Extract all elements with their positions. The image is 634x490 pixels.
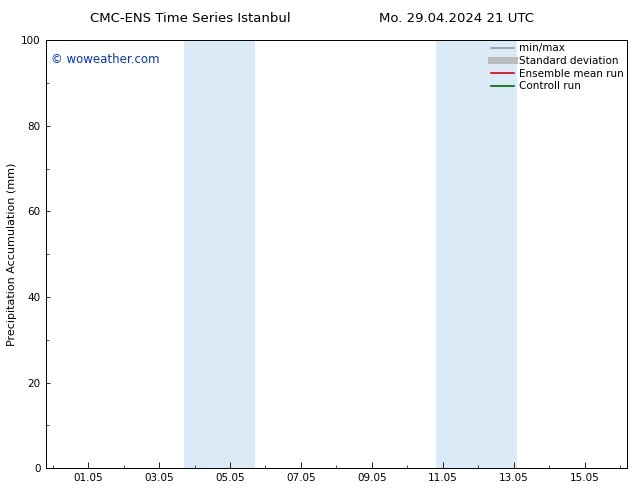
Text: Mo. 29.04.2024 21 UTC: Mo. 29.04.2024 21 UTC [379,12,534,25]
Y-axis label: Precipitation Accumulation (mm): Precipitation Accumulation (mm) [7,163,17,346]
Bar [436,40,517,468]
Text: CMC-ENS Time Series Istanbul: CMC-ENS Time Series Istanbul [90,12,290,25]
Text: © woweather.com: © woweather.com [51,53,160,66]
Legend: min/max, Standard deviation, Ensemble mean run, Controll run: min/max, Standard deviation, Ensemble me… [491,44,624,91]
Bar [184,40,255,468]
